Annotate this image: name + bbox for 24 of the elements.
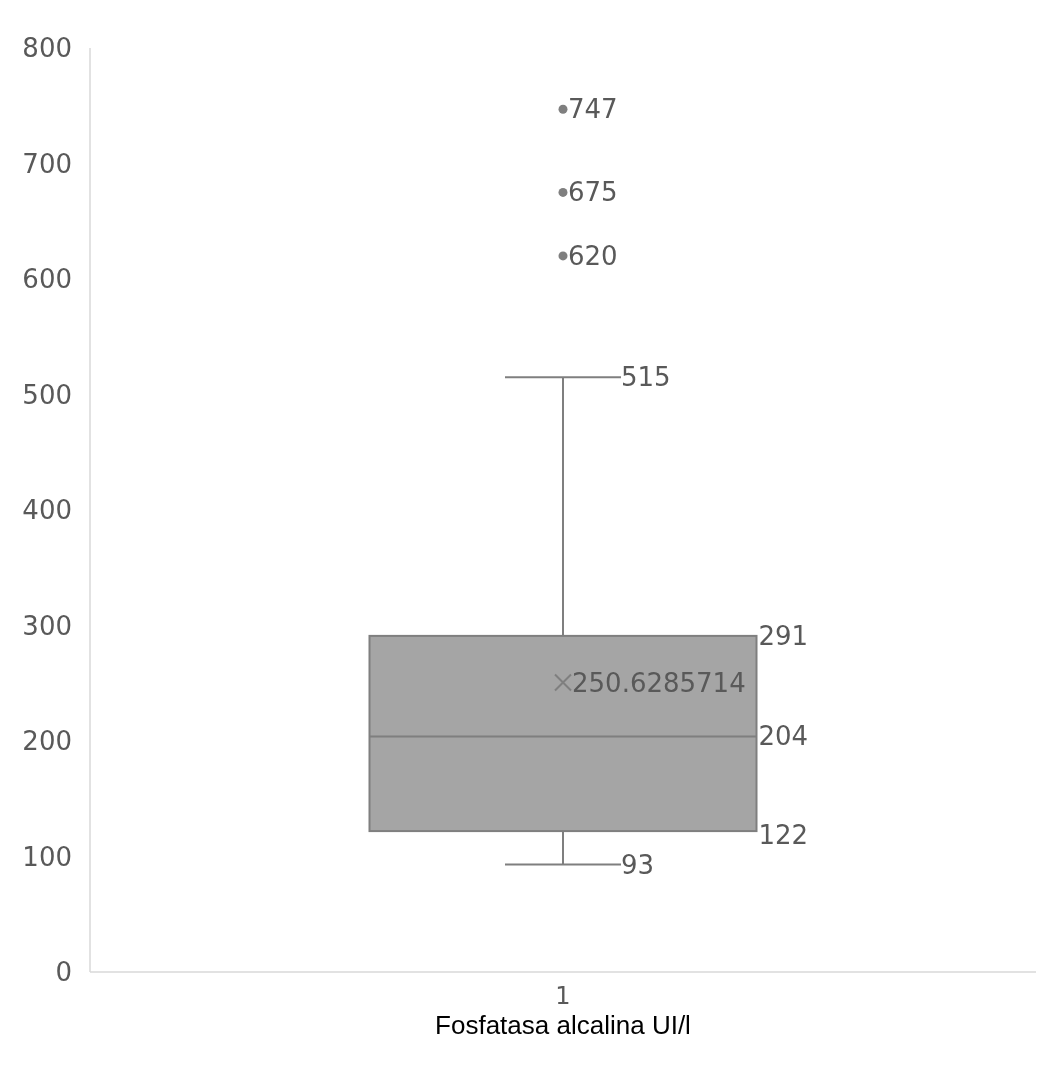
annotation: 93 [621,849,655,880]
y-tick-label: 100 [22,841,72,872]
annotation: 204 [758,721,809,752]
annotation: 122 [758,820,809,851]
y-tick-label: 600 [22,264,72,295]
y-tick-label: 0 [55,957,72,988]
y-tick-label: 700 [22,148,72,179]
point [558,187,568,197]
x-tick-label: 1 [555,982,571,1011]
data-label: 620 [568,241,618,271]
y-tick-label: 800 [22,33,72,64]
annotation: 291 [758,620,809,651]
point [558,104,568,114]
y-tick-label: 400 [22,495,72,526]
y-tick-label: 200 [22,726,72,757]
data-label: 250.6285714 [572,667,746,698]
x-axis-title: Fosfatasa alcalina UI/l [435,1010,691,1040]
data-label: 675 [568,177,618,208]
point [554,673,572,692]
point [558,251,568,261]
data-label: 747 [568,94,618,125]
y-tick-label: 500 [22,379,72,410]
y-tick-label: 300 [22,610,72,641]
annotation: 515 [621,362,671,393]
